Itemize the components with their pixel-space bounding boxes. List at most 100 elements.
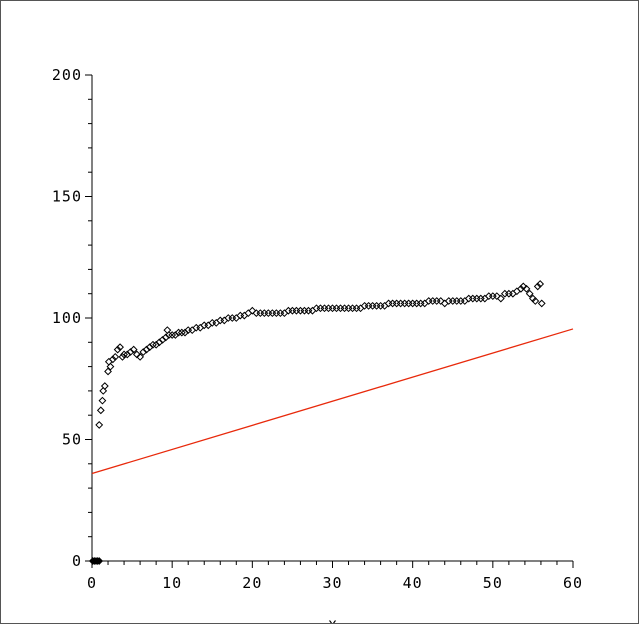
data-point [428, 297, 437, 305]
x-tick-label: 30 [322, 574, 342, 592]
x-tick-label: 20 [242, 574, 262, 592]
data-point [224, 314, 233, 322]
data-point [208, 318, 217, 327]
data-point [464, 294, 473, 303]
data-point [232, 314, 241, 322]
data-point [512, 287, 521, 296]
data-point [228, 314, 237, 322]
data-point [244, 309, 253, 318]
data-point [181, 328, 189, 337]
x-tick-label: 40 [403, 574, 423, 592]
x-tick-label: 60 [563, 574, 583, 592]
data-point [216, 316, 225, 325]
data-point [533, 282, 542, 291]
data-point [496, 294, 505, 303]
data-point [492, 292, 501, 301]
data-point [420, 299, 429, 308]
fit-line [91, 328, 574, 475]
x-tick-label: 10 [162, 574, 182, 592]
data-point [236, 311, 245, 320]
data-point [320, 304, 329, 313]
data-point [165, 331, 173, 339]
data-point [155, 338, 164, 347]
data-point [129, 345, 138, 354]
data-point [336, 304, 345, 313]
data-point [444, 297, 453, 305]
x-tick-label: 0 [87, 574, 97, 592]
x-axis-title: x [328, 615, 337, 623]
data-point [324, 304, 333, 313]
data-point [106, 362, 115, 371]
data-point [132, 350, 141, 359]
data-point [525, 289, 534, 298]
data-point [192, 323, 201, 332]
data-point [416, 299, 425, 308]
data-point [268, 309, 277, 318]
data-point [108, 355, 117, 364]
data-point [380, 301, 389, 310]
data-point [400, 299, 409, 308]
data-point [292, 306, 301, 315]
data-points-layer [88, 280, 546, 565]
data-point [488, 292, 497, 301]
data-point [484, 292, 493, 301]
y-tick-label: 200 [52, 66, 82, 84]
data-point [316, 304, 325, 313]
data-point [126, 348, 135, 356]
data-point [388, 299, 397, 308]
data-point [432, 297, 441, 305]
data-point [368, 301, 377, 310]
data-point [452, 297, 461, 305]
data-point [260, 309, 269, 318]
data-point [396, 299, 405, 308]
data-point [123, 350, 132, 359]
data-point [508, 289, 517, 298]
data-point [504, 289, 513, 298]
data-point [158, 335, 167, 344]
data-point [376, 301, 385, 310]
data-point [472, 294, 481, 303]
data-point [168, 331, 177, 339]
data-point [288, 306, 297, 315]
data-point [200, 321, 209, 330]
data-point [352, 304, 361, 313]
data-point [113, 345, 122, 354]
data-point [284, 306, 293, 315]
data-point [95, 421, 104, 429]
data-point [118, 352, 127, 361]
data-point [531, 297, 540, 305]
data-point [296, 306, 305, 315]
data-point [537, 299, 546, 308]
data-point [372, 301, 381, 310]
data-point [252, 309, 261, 318]
data-point [480, 294, 489, 303]
data-point [392, 299, 401, 308]
data-point [448, 297, 457, 305]
data-point [98, 396, 107, 405]
data-point [116, 343, 124, 352]
y-tick-label: 150 [52, 188, 82, 206]
data-point [188, 326, 197, 335]
data-point [404, 299, 413, 308]
data-point [440, 299, 449, 308]
data-point [161, 333, 170, 342]
data-point [177, 328, 186, 337]
data-point [536, 280, 545, 288]
data-point [139, 348, 148, 356]
data-point [476, 294, 485, 303]
data-point [96, 406, 105, 415]
data-point [312, 304, 321, 313]
data-point [120, 350, 128, 359]
data-point [408, 299, 417, 308]
data-point [100, 382, 109, 390]
data-point [196, 323, 205, 332]
y-tick-label: 100 [52, 309, 82, 327]
data-point [412, 299, 421, 308]
data-point [344, 304, 353, 313]
data-point [111, 352, 120, 361]
data-point [348, 304, 357, 313]
data-point [152, 340, 161, 349]
data-point [256, 309, 265, 318]
data-point [142, 345, 151, 354]
